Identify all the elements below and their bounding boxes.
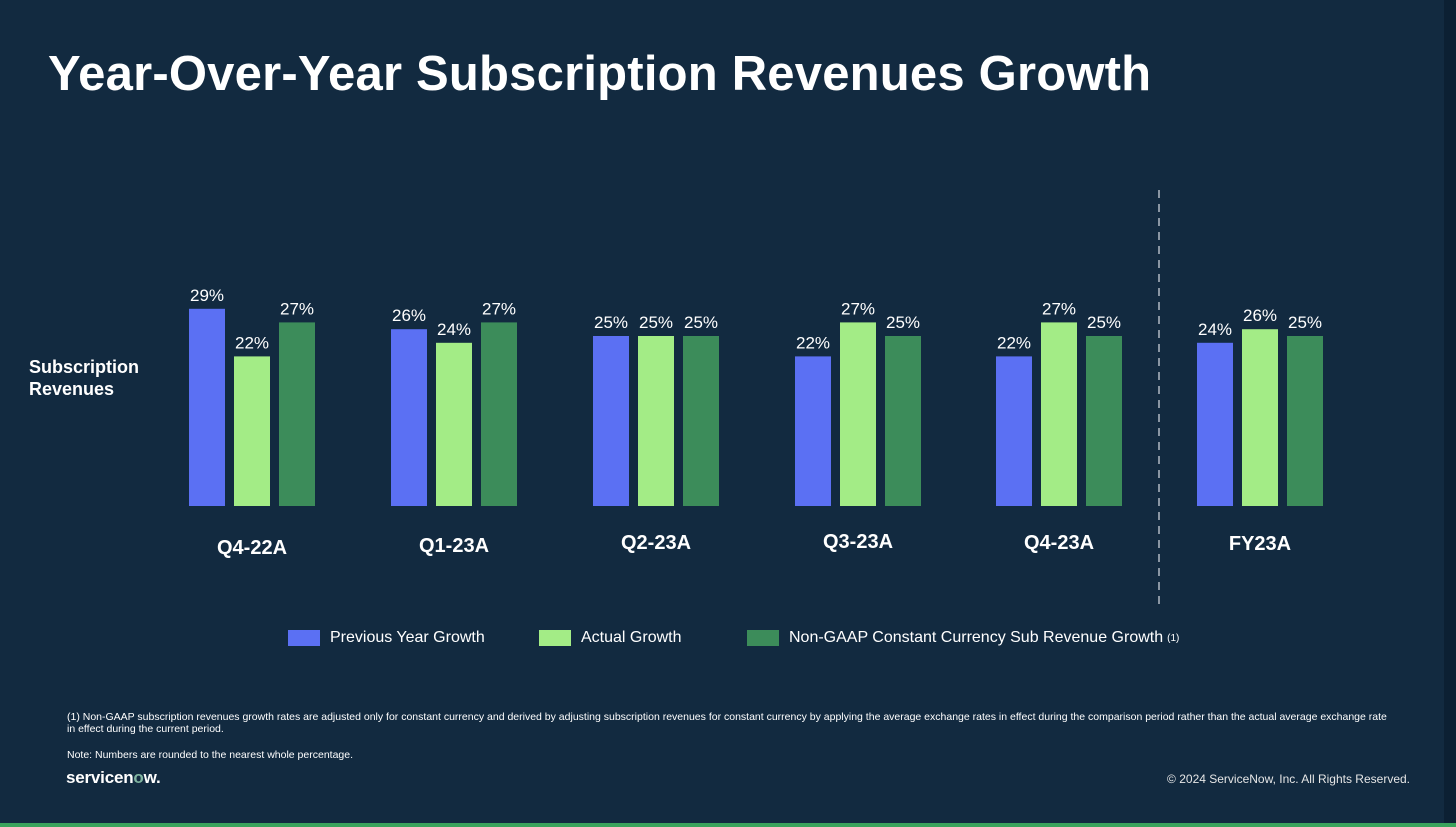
- data-label-non-gaap-q3-23a: 25%: [886, 313, 920, 332]
- bar-group-q2-23a: 25% 25% 25%: [593, 313, 719, 506]
- legend-swatch-previous-year: [288, 630, 320, 646]
- data-label-non-gaap-q1-23a: 27%: [482, 299, 516, 318]
- legend-label-non-gaap: Non-GAAP Constant Currency Sub Revenue G…: [789, 629, 1164, 646]
- growth-bar-chart: 29% 22% 27% Q4-22A 26% 24% 27% Q1-23A 25% 25% 25% Q…: [189, 190, 1323, 610]
- bar-previous-year-fy23a: [1197, 342, 1233, 506]
- category-label-q4-22a: Q4-22A: [217, 537, 287, 559]
- legend-item-actual: Actual Growth: [539, 629, 681, 647]
- category-label-q3-23a: Q3-23A: [823, 531, 893, 553]
- bar-actual-q2-23a: [638, 336, 674, 506]
- category-label-q1-23a: Q1-23A: [419, 535, 489, 557]
- bar-actual-q4-23a: [1041, 322, 1077, 506]
- data-label-actual-q1-23a: 24%: [437, 320, 471, 339]
- legend-swatch-actual: [539, 630, 571, 646]
- data-label-actual-fy23a: 26%: [1243, 306, 1277, 325]
- slide-bottom-strip: [0, 823, 1456, 827]
- category-label-fy23a: FY23A: [1229, 533, 1291, 555]
- bar-previous-year-q4-22a: [189, 308, 225, 506]
- bar-non-gaap-q3-23a: [885, 336, 921, 506]
- data-label-actual-q4-23a: 27%: [1042, 299, 1076, 318]
- legend-item-non-gaap: Non-GAAP Constant Currency Sub Revenue G…: [747, 629, 1179, 647]
- data-label-previous-year-q3-23a: 22%: [796, 333, 830, 352]
- row-label-line-1: Subscription: [29, 357, 140, 377]
- legend-label-previous-year: Previous Year Growth: [330, 629, 485, 646]
- row-label-line-2: Revenues: [29, 379, 115, 399]
- data-label-previous-year-q4-22a: 29%: [190, 286, 224, 305]
- bar-group-fy23a: 24% 26% 25%: [1197, 306, 1323, 506]
- legend-label-actual: Actual Growth: [581, 629, 682, 646]
- bar-non-gaap-q2-23a: [683, 336, 719, 506]
- bar-previous-year-q3-23a: [795, 356, 831, 506]
- legend-swatch-non-gaap: [747, 630, 779, 646]
- slide-edge: [1444, 0, 1456, 827]
- bar-previous-year-q2-23a: [593, 336, 629, 506]
- bar-non-gaap-fy23a: [1287, 336, 1323, 506]
- bar-actual-fy23a: [1242, 329, 1278, 506]
- bar-non-gaap-q4-22a: [279, 322, 315, 506]
- copyright: © 2024 ServiceNow, Inc. All Rights Reser…: [1167, 772, 1410, 786]
- legend-item-previous-year: Previous Year Growth: [288, 629, 485, 647]
- data-label-previous-year-q1-23a: 26%: [392, 306, 426, 325]
- bar-actual-q4-22a: [234, 356, 270, 506]
- row-label: Subscription Revenues: [29, 356, 139, 400]
- legend-footnote-marker: (1): [1167, 632, 1180, 644]
- bar-group-q4-23a: 22% 27% 25%: [996, 299, 1122, 506]
- data-label-previous-year-q2-23a: 25%: [594, 313, 628, 332]
- footnote: (1) Non-GAAP subscription revenues growt…: [67, 711, 1387, 735]
- data-label-non-gaap-fy23a: 25%: [1288, 313, 1322, 332]
- category-label-q4-23a: Q4-23A: [1024, 532, 1094, 554]
- rounding-note: Note: Numbers are rounded to the nearest…: [67, 749, 354, 761]
- data-label-non-gaap-q2-23a: 25%: [684, 313, 718, 332]
- data-label-actual-q3-23a: 27%: [841, 299, 875, 318]
- bar-group-q1-23a: 26% 24% 27%: [391, 299, 517, 506]
- servicenow-logo: servicenow.: [66, 768, 161, 787]
- data-label-actual-q2-23a: 25%: [639, 313, 673, 332]
- data-label-previous-year-q4-23a: 22%: [997, 333, 1031, 352]
- data-label-actual-q4-22a: 22%: [235, 333, 269, 352]
- bar-actual-q1-23a: [436, 342, 472, 506]
- bar-non-gaap-q4-23a: [1086, 336, 1122, 506]
- data-label-non-gaap-q4-22a: 27%: [280, 299, 314, 318]
- bar-previous-year-q4-23a: [996, 356, 1032, 506]
- chart-legend: Previous Year Growth Actual Growth Non-G…: [0, 629, 1456, 653]
- bar-non-gaap-q1-23a: [481, 322, 517, 506]
- data-label-previous-year-fy23a: 24%: [1198, 320, 1232, 339]
- bar-previous-year-q1-23a: [391, 329, 427, 506]
- bar-actual-q3-23a: [840, 322, 876, 506]
- category-label-q2-23a: Q2-23A: [621, 532, 691, 554]
- bar-group-q4-22a: 29% 22% 27%: [189, 286, 315, 506]
- bar-group-q3-23a: 22% 27% 25%: [795, 299, 921, 506]
- page-title: Year-Over-Year Subscription Revenues Gro…: [48, 47, 1152, 101]
- data-label-non-gaap-q4-23a: 25%: [1087, 313, 1121, 332]
